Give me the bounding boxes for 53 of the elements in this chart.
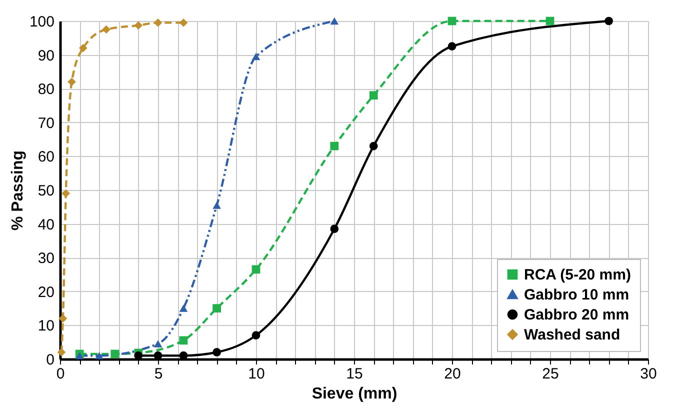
point	[330, 17, 339, 25]
point	[110, 350, 120, 358]
point	[212, 348, 221, 356]
point	[95, 352, 104, 360]
legend-label: Gabbro 20 mm	[524, 306, 630, 324]
legend-label: Washed sand	[524, 326, 620, 344]
x-axis-title: Sieve (mm)	[312, 386, 398, 402]
legend-label: RCA (5-20 mm)	[524, 266, 631, 284]
point	[134, 21, 143, 30]
y-tick-label: 90	[38, 47, 54, 64]
point	[448, 16, 456, 26]
y-tick-label: 0	[46, 352, 54, 368]
point	[330, 224, 339, 234]
point	[252, 265, 260, 274]
point	[369, 142, 378, 150]
y-tick-label: 100	[29, 14, 54, 30]
point	[252, 52, 260, 60]
x-tick-label: 10	[248, 366, 265, 382]
y-tick-label: 40	[38, 216, 54, 234]
point	[62, 189, 70, 198]
point	[68, 78, 76, 86]
point	[604, 16, 613, 26]
point	[369, 91, 378, 100]
x-tick-label: 15	[346, 366, 363, 382]
point	[179, 304, 188, 312]
y-tick-label: 20	[38, 284, 54, 301]
point	[546, 16, 554, 26]
x-tick-label: 0	[56, 366, 65, 382]
point	[179, 18, 188, 27]
y-tick-label: 50	[38, 182, 54, 200]
point	[252, 331, 260, 340]
y-tick-label: 60	[38, 148, 54, 166]
point	[448, 42, 456, 51]
point	[102, 25, 110, 34]
x-tick-label: 5	[154, 366, 163, 382]
point	[154, 340, 162, 348]
point	[212, 202, 221, 209]
point	[179, 336, 188, 345]
y-tick-label: 10	[38, 318, 54, 335]
point	[78, 44, 88, 52]
legend-label: Gabbro 10 mm	[524, 286, 630, 304]
x-tick-label: 25	[542, 366, 559, 382]
y-tick-label: 30	[38, 250, 54, 268]
point	[330, 142, 339, 150]
y-axis-title: % Passing	[9, 150, 26, 231]
point	[154, 18, 162, 27]
point	[58, 314, 68, 323]
point	[57, 348, 66, 356]
y-tick-label: 70	[38, 114, 54, 132]
x-tick-label: 30	[640, 366, 657, 382]
x-tick-label: 20	[444, 366, 461, 382]
point	[212, 304, 221, 312]
y-tick-label: 80	[38, 81, 54, 98]
